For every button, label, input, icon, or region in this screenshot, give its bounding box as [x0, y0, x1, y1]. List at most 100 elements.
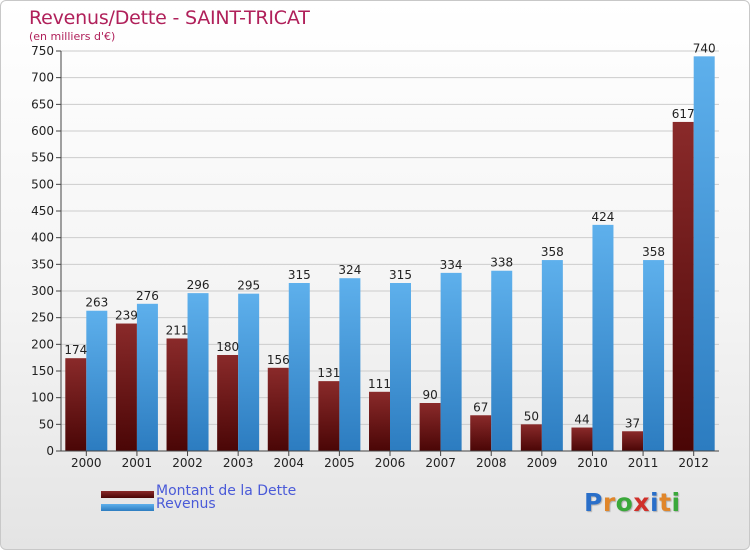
data-label-revenus: 358: [642, 245, 665, 259]
bar-dette: [470, 415, 492, 451]
bar-dette: [166, 338, 188, 451]
y-tick-label: 350: [31, 257, 54, 271]
data-label-dette: 131: [317, 366, 340, 380]
legend-label-revenus: Revenus: [156, 496, 216, 512]
legend-swatch-revenus: [101, 504, 154, 511]
bar-dette: [419, 403, 441, 451]
x-tick-label: 2000: [71, 456, 102, 470]
y-tick-label: 150: [31, 364, 54, 378]
bar-revenus: [592, 224, 614, 451]
data-label-dette: 90: [422, 388, 437, 402]
data-label-revenus: 358: [541, 245, 564, 259]
bar-dette: [65, 358, 87, 451]
data-label-revenus: 424: [592, 210, 615, 224]
data-label-revenus: 295: [237, 279, 260, 293]
data-label-dette: 44: [574, 413, 589, 427]
data-label-revenus: 263: [85, 296, 108, 310]
data-label-dette: 50: [524, 409, 539, 423]
bar-revenus: [187, 293, 209, 451]
x-tick-label: 2012: [678, 456, 709, 470]
x-tick-label: 2011: [628, 456, 659, 470]
x-tick-label: 2009: [527, 456, 558, 470]
y-tick-label: 250: [31, 311, 54, 325]
y-tick-label: 400: [31, 231, 54, 245]
logo-letter: o: [615, 488, 634, 517]
y-tick-label: 700: [31, 71, 54, 85]
logo-letter: r: [602, 488, 616, 517]
y-tick-label: 300: [31, 284, 54, 298]
bar-dette: [571, 427, 593, 451]
logo-letter: P: [584, 488, 603, 517]
x-tick-label: 2008: [476, 456, 507, 470]
bar-revenus: [136, 303, 158, 451]
bar-dette: [267, 367, 289, 451]
bars: [65, 56, 715, 451]
y-tick-label: 50: [39, 417, 54, 431]
proxiti-logo: Proxiti: [584, 488, 681, 517]
bar-revenus: [390, 283, 411, 451]
x-tick-label: 2007: [425, 456, 456, 470]
bar-dette: [217, 355, 239, 451]
bar-revenus: [693, 56, 715, 451]
data-label-dette: 239: [115, 309, 138, 323]
data-label-revenus: 740: [693, 41, 716, 55]
data-label-dette: 617: [672, 107, 695, 121]
y-tick-label: 100: [31, 391, 54, 405]
logo-letter: t: [659, 488, 672, 517]
bar-dette: [520, 424, 542, 451]
x-tick-label: 2002: [172, 456, 203, 470]
data-label-revenus: 338: [490, 256, 513, 270]
bar-revenus: [440, 272, 462, 451]
x-tick-label: 2006: [375, 456, 406, 470]
y-tick-label: 750: [31, 44, 54, 58]
x-tick-label: 2004: [273, 456, 304, 470]
data-label-dette: 111: [368, 377, 391, 391]
logo-letter: i: [671, 488, 681, 517]
logo-letter: x: [633, 488, 650, 517]
y-tick-label: 0: [46, 444, 54, 458]
y-tick-label: 450: [31, 204, 54, 218]
x-tick-label: 2003: [223, 456, 254, 470]
data-label-dette: 180: [216, 340, 239, 354]
bar-revenus: [643, 260, 665, 451]
logo-letter: i: [650, 488, 660, 517]
bar-dette: [672, 121, 694, 451]
data-label-revenus: 315: [389, 268, 412, 282]
y-tick-label: 550: [31, 151, 54, 165]
data-label-revenus: 315: [288, 268, 311, 282]
bar-dette: [115, 323, 137, 451]
chart-subtitle: (en milliers d'€): [29, 30, 116, 43]
y-tick-label: 500: [31, 177, 54, 191]
bar-revenus: [86, 310, 108, 451]
data-label-dette: 67: [473, 400, 488, 414]
data-label-dette: 174: [64, 343, 87, 357]
bar-revenus: [288, 283, 310, 451]
y-tick-label: 600: [31, 124, 54, 138]
bar-dette: [369, 391, 390, 451]
x-tick-label: 2010: [577, 456, 608, 470]
data-label-revenus: 334: [440, 258, 463, 272]
y-tick-label: 200: [31, 337, 54, 351]
x-tick-label: 2001: [122, 456, 153, 470]
y-tick-label: 650: [31, 97, 54, 111]
bar-dette: [318, 381, 340, 451]
data-label-dette: 211: [166, 323, 189, 337]
data-label-revenus: 324: [338, 263, 361, 277]
legend-label-dette: Montant de la Dette: [156, 483, 297, 499]
bar-revenus: [238, 293, 260, 451]
data-label-revenus: 296: [187, 278, 210, 292]
bar-dette: [622, 431, 644, 451]
data-label-revenus: 276: [136, 289, 159, 303]
data-label-dette: 156: [267, 353, 290, 367]
data-label-dette: 37: [625, 416, 640, 430]
bar-revenus: [339, 278, 361, 451]
x-tick-label: 2005: [324, 456, 355, 470]
bar-revenus: [491, 270, 513, 451]
chart-title: Revenus/Dette - SAINT-TRICAT: [29, 7, 310, 29]
legend-swatch-dette: [101, 491, 154, 498]
axes: 0501001502002503003504004505005506006507…: [31, 44, 719, 470]
data-labels: 174 263 239 276 211 296 180 295 156 315 131 324 111 3…: [64, 41, 715, 430]
bar-revenus: [541, 260, 563, 451]
